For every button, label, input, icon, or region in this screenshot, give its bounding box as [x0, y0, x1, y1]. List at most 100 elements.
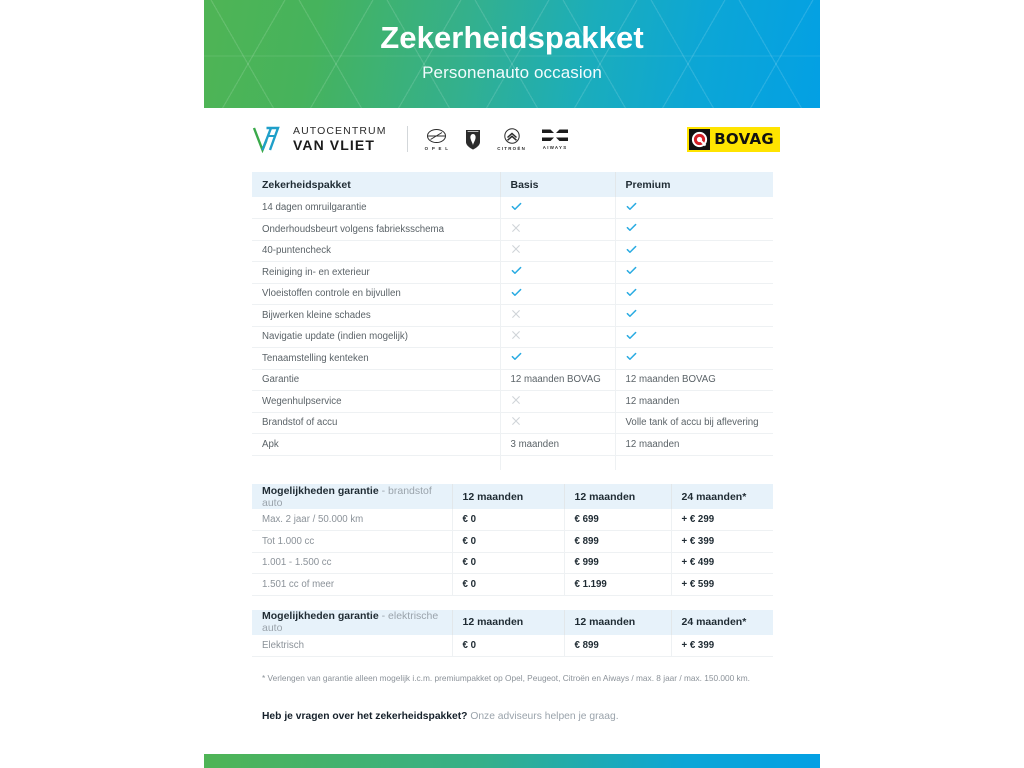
- electric-header-title: Mogelijkheden garantie - elektrische aut…: [252, 609, 452, 635]
- feature-premium-value: Volle tank of accu bij aflevering: [614, 412, 773, 434]
- fuel-header-title: Mogelijkheden garantie - brandstof auto: [252, 484, 452, 509]
- electric-header-col3: 24 maanden*: [670, 609, 773, 635]
- brand-peugeot: [465, 129, 481, 150]
- dealer-logo: AUTOCENTRUM VAN VLIET: [252, 126, 387, 153]
- price-label: 1.501 cc of meer: [262, 578, 335, 590]
- peugeot-logo-icon: [466, 129, 481, 149]
- cta-answer: Onze adviseurs helpen je graag.: [467, 711, 619, 723]
- fuel-header-note: - brandstof auto: [262, 484, 432, 509]
- feature-premium-value: [614, 304, 773, 326]
- triangle-pattern-overlay: [204, 0, 820, 108]
- check-icon: [626, 353, 636, 361]
- feature-premium-value: [614, 326, 773, 348]
- brand-opel: O P E L: [425, 128, 450, 151]
- price-label: Tot 1.000 cc: [262, 535, 315, 547]
- feature-premium-value: 12 maanden: [614, 433, 773, 455]
- table-row: Wegenhulpservice 12 maanden: [252, 390, 773, 412]
- cross-icon: [511, 223, 520, 232]
- features-table: Zekerheidspakket Basis Premium 14 dagen …: [252, 172, 773, 470]
- feature-label: Vloeistoffen controle en bijvullen: [262, 288, 401, 300]
- footnote: * Verlengen van garantie alleen mogelijk…: [262, 672, 750, 683]
- electric-table-header: Mogelijkheden garantie - elektrische aut…: [252, 609, 773, 635]
- price-col3: + € 599: [670, 573, 773, 595]
- fuel-header-col3: 24 maanden*: [670, 484, 773, 509]
- table-row: Apk 3 maanden 12 maanden: [252, 433, 773, 455]
- price-col2: € 1.199: [563, 573, 671, 595]
- table-row: Tenaamstelling kenteken: [252, 347, 773, 369]
- feature-basis-value: 12 maanden BOVAG: [499, 369, 615, 391]
- check-icon: [626, 288, 636, 296]
- brand-aiways: AIWAYS: [542, 128, 569, 150]
- check-icon: [626, 267, 636, 275]
- check-icon: [626, 224, 636, 232]
- feature-basis-value: [499, 218, 615, 240]
- check-icon: [511, 353, 521, 361]
- page-subtitle: Personenauto occasion: [422, 62, 602, 82]
- check-icon: [626, 310, 636, 318]
- feature-premium-value: [614, 283, 773, 305]
- feature-premium-value: [614, 218, 773, 240]
- cta-line: Heb je vragen over het zekerheidspakket?…: [252, 711, 773, 722]
- check-icon: [626, 331, 636, 339]
- price-col2: € 899: [563, 634, 671, 656]
- header-banner: Zekerheidspakket Personenauto occasion: [204, 0, 820, 108]
- cross-icon: [511, 417, 520, 426]
- check-icon: [626, 202, 636, 210]
- feature-label: Garantie: [262, 374, 300, 386]
- feature-basis-value: [499, 304, 615, 326]
- features-table-header: Zekerheidspakket Basis Premium: [252, 172, 773, 197]
- table-row: Vloeistoffen controle en bijvullen: [252, 283, 773, 305]
- features-header-col1: Basis: [499, 172, 615, 197]
- feature-basis-value: [499, 261, 615, 283]
- check-icon: [511, 288, 521, 296]
- feature-label: Bijwerken kleine schades: [262, 309, 371, 321]
- feature-label: Onderhoudsbeurt volgens fabrieksschema: [262, 223, 445, 235]
- footer-gradient-bar: [204, 754, 820, 768]
- feature-basis-value: [499, 412, 615, 434]
- brand-opel-label: O P E L: [424, 145, 450, 151]
- bovag-emblem-icon: [689, 128, 711, 150]
- brand-aiways-label: AIWAYS: [542, 145, 568, 150]
- brand-citroen: CITROËN: [497, 127, 526, 151]
- fuel-table-header: Mogelijkheden garantie - brandstof auto …: [252, 484, 773, 509]
- table-spacer-row: [252, 455, 773, 470]
- logo-row: AUTOCENTRUM VAN VLIET O P E L: [252, 118, 780, 160]
- aiways-logo-icon: [542, 129, 569, 141]
- check-icon: [511, 267, 521, 275]
- table-row: Garantie 12 maanden BOVAG 12 maanden BOVAG: [252, 369, 773, 391]
- price-label: 1.001 - 1.500 cc: [262, 557, 332, 569]
- table-row: Max. 2 jaar / 50.000 km € 0 € 699 + € 299: [252, 509, 773, 531]
- feature-label: Wegenhulpservice: [262, 395, 342, 407]
- spacer-cell: [252, 455, 500, 470]
- content-tables: Zekerheidspakket Basis Premium 14 dagen …: [252, 172, 773, 722]
- fuel-header-bold: Mogelijkheden garantie: [262, 484, 379, 497]
- bovag-logo: BOVAG: [687, 126, 780, 152]
- electric-header-col2: 12 maanden: [563, 609, 671, 635]
- price-label: Max. 2 jaar / 50.000 km: [262, 514, 364, 525]
- cross-icon: [511, 245, 520, 254]
- opel-logo-icon: [427, 128, 447, 143]
- citroen-logo-icon: [503, 127, 520, 144]
- feature-basis-value: [499, 197, 615, 219]
- price-col1: € 0: [451, 509, 564, 531]
- feature-basis-value: [499, 390, 615, 412]
- table-row: 14 dagen omruilgarantie: [252, 197, 773, 219]
- table-row: 1.001 - 1.500 cc € 0 € 999 + € 499: [252, 552, 773, 574]
- price-col1: € 0: [451, 530, 564, 552]
- electric-warranty-table: Mogelijkheden garantie - elektrische aut…: [252, 609, 773, 657]
- check-icon: [511, 202, 521, 210]
- feature-premium-value: [614, 261, 773, 283]
- feature-basis-value: [499, 283, 615, 305]
- features-header-col0: Zekerheidspakket: [252, 172, 500, 197]
- table-row: Reiniging in- en exterieur: [252, 261, 773, 283]
- v7-logo-icon: [252, 126, 280, 153]
- page-title: Zekerheidspakket: [380, 20, 644, 56]
- table-row: Tot 1.000 cc € 0 € 899 + € 399: [252, 530, 773, 552]
- price-col3: + € 399: [670, 634, 773, 656]
- price-col2: € 999: [563, 552, 671, 574]
- dealer-name-line1: AUTOCENTRUM: [293, 124, 387, 137]
- table-row: Brandstof of accu Volle tank of accu bij …: [252, 412, 773, 434]
- feature-basis-value: [499, 326, 615, 348]
- feature-label: Navigatie update (indien mogelijk): [262, 331, 408, 343]
- table-row: 40-puntencheck: [252, 240, 773, 262]
